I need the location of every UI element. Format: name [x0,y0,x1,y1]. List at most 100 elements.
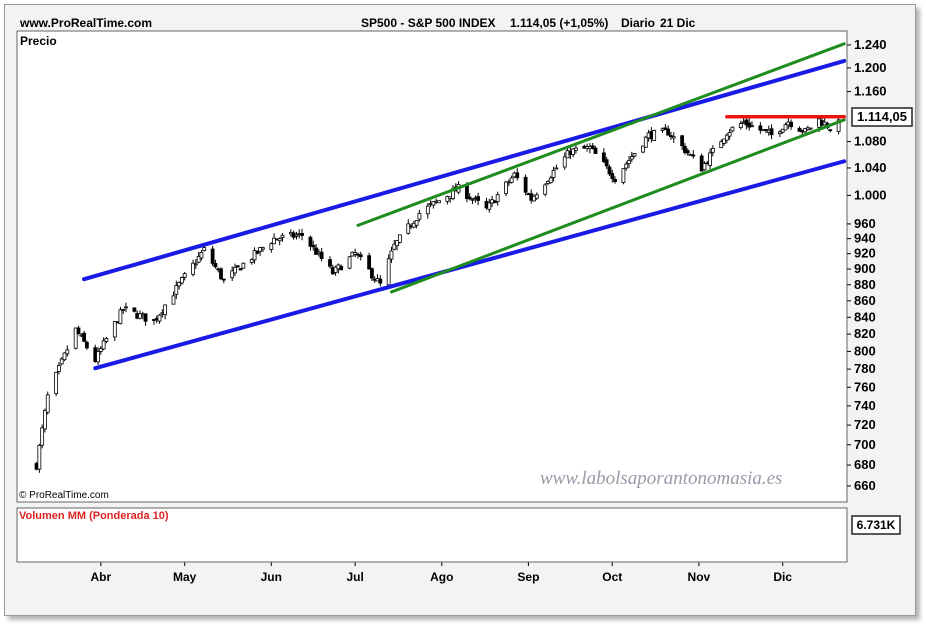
candle [515,168,520,181]
candle [750,121,754,128]
candle [280,233,285,242]
candle [277,237,282,246]
candle [347,255,352,270]
y-axis: 1.240 1.200 1.160 1.080 1.040 1.000 9609409209… [847,37,887,493]
candle [613,176,617,184]
candle [328,256,332,269]
candle [437,200,441,204]
candle [353,248,358,258]
x-tick-label: Abr [91,570,112,584]
candle [37,443,42,473]
candle [241,262,246,269]
y-tick-label: 920 [854,246,876,261]
candle [722,138,726,146]
candle [532,194,536,202]
candle [607,164,612,176]
candle [727,128,732,140]
candle [389,246,394,263]
candle [395,239,399,251]
candle [118,306,123,325]
x-tick-label: Ago [430,570,453,584]
y-tick-label: 800 [854,343,876,358]
candle [691,150,696,159]
y-tick-label: 780 [854,361,876,376]
candle [504,180,508,197]
candle [710,145,715,157]
volume-panel [16,507,848,563]
candle [54,371,59,397]
candle [314,243,318,255]
candle [797,126,802,132]
candle [836,117,841,135]
candle [685,148,690,156]
candle [495,191,500,206]
candle [235,265,240,268]
x-tick-label: May [173,570,197,584]
candle [702,161,707,171]
volume-badge [851,515,901,535]
candle [255,250,260,255]
y-tick-label: 820 [854,326,876,341]
candle [738,120,743,130]
candle [601,148,606,164]
candle [406,219,411,235]
candle [523,174,528,196]
y-tick-label: 960 [854,216,876,231]
candle [719,139,724,149]
candle [182,271,187,281]
candle [683,142,687,155]
date: 21 Dic [660,16,696,30]
candle [104,336,109,344]
price-panel [16,30,848,503]
y-tick-label: 860 [854,293,876,308]
candle [96,347,100,365]
x-tick-label: Jun [261,570,282,584]
candle [269,242,274,253]
candle [758,122,763,134]
candle [333,265,338,276]
y-tick-label: 1.200 [854,60,887,75]
candle [124,302,128,313]
candle [179,276,184,285]
x-tick-label: Nov [688,570,711,584]
candle [789,119,794,130]
candle [339,264,344,271]
y-tick-label: 700 [854,437,876,452]
candle [425,203,430,219]
candle [476,192,481,206]
candle [808,127,813,131]
candle [43,408,47,433]
candle [803,127,807,134]
candle [534,192,539,201]
trendlines [82,42,847,371]
copyright: © ProRealTime.com [19,490,109,501]
candle [610,169,615,183]
candle [174,280,179,300]
candle [548,175,553,184]
x-tick-label: Jul [346,570,363,584]
candle [632,153,637,158]
candle [783,122,788,131]
candle [199,250,204,261]
candle [414,219,419,229]
candle [196,251,201,264]
candle [828,128,833,133]
candle [238,268,243,271]
candle [252,247,257,264]
candle [193,259,198,269]
candle [780,128,785,134]
candle [219,267,223,280]
candle [590,143,595,150]
candle [177,281,181,290]
x-axis: Abr May Jun Jul Ago Sep Oct Nov Dic [91,562,792,584]
candle [213,259,218,269]
x-tick-label: Oct [602,570,622,584]
candle [397,234,402,244]
candle [132,307,137,313]
y-tick-label: 1.240 [854,37,887,52]
candle [319,247,324,262]
candle [392,240,397,251]
candle [467,193,472,201]
candle [138,310,142,320]
candle [230,266,235,282]
